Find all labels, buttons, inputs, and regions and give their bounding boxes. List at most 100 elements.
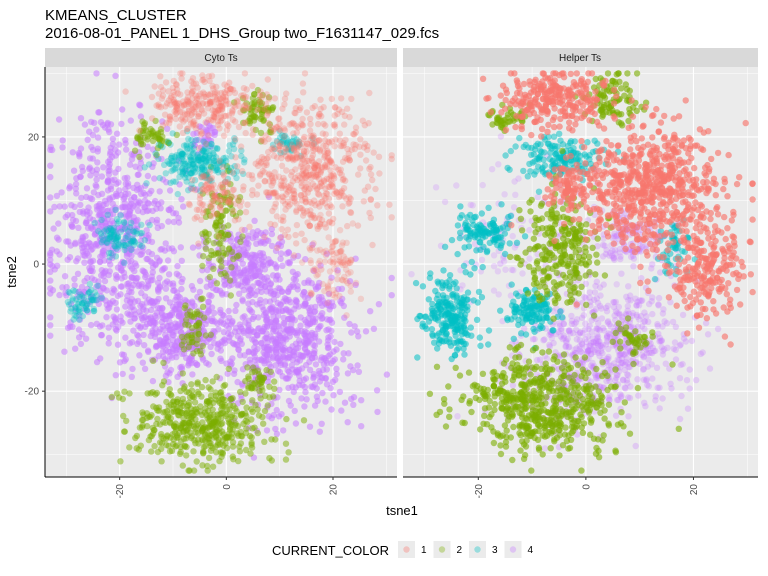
point-cluster-4: [130, 237, 137, 244]
point-cluster-4: [216, 287, 224, 294]
point-cluster-1: [333, 249, 340, 257]
point-cluster-1: [369, 176, 376, 184]
point-cluster-4: [526, 255, 533, 262]
point-cluster-4: [105, 257, 113, 265]
point-cluster-2: [153, 404, 160, 411]
point-cluster-2: [271, 385, 278, 392]
point-cluster-4: [237, 271, 244, 279]
point-cluster-4: [117, 313, 124, 320]
point-cluster-4: [47, 194, 54, 201]
point-cluster-2: [196, 311, 204, 319]
point-cluster-4: [301, 345, 309, 352]
point-cluster-2: [248, 441, 255, 448]
point-cluster-4: [66, 254, 74, 261]
point-cluster-3: [132, 227, 140, 234]
point-cluster-2: [226, 277, 234, 284]
point-cluster-4: [218, 357, 225, 365]
point-cluster-2: [249, 397, 256, 404]
point-cluster-4: [211, 309, 218, 317]
point-cluster-4: [100, 242, 107, 249]
point-cluster-4: [432, 184, 440, 191]
point-cluster-2: [188, 381, 195, 388]
point-cluster-2: [236, 448, 244, 455]
point-cluster-1: [177, 91, 184, 98]
point-cluster-2: [251, 91, 258, 98]
point-cluster-4: [127, 117, 134, 124]
point-cluster-3: [152, 150, 159, 157]
point-cluster-1: [321, 220, 328, 228]
point-cluster-1: [299, 115, 306, 123]
point-cluster-2: [227, 396, 234, 403]
point-cluster-4: [255, 356, 262, 364]
point-cluster-4: [684, 405, 692, 412]
point-cluster-4: [124, 212, 132, 220]
point-cluster-4: [81, 288, 88, 296]
point-cluster-4: [623, 349, 630, 356]
point-cluster-1: [136, 127, 143, 134]
point-cluster-4: [88, 195, 96, 203]
point-cluster-4: [178, 285, 185, 293]
point-cluster-4: [408, 271, 415, 278]
point-cluster-4: [654, 322, 661, 330]
point-cluster-4: [649, 261, 656, 268]
point-cluster-1: [206, 168, 214, 176]
point-cluster-3: [73, 296, 80, 303]
point-cluster-4: [202, 320, 209, 328]
point-cluster-1: [355, 171, 362, 178]
point-cluster-1: [315, 260, 322, 267]
point-cluster-2: [232, 420, 239, 427]
point-cluster-2: [168, 409, 175, 416]
point-cluster-2: [221, 269, 228, 277]
point-cluster-4: [82, 335, 90, 342]
point-cluster-1: [262, 101, 270, 108]
point-cluster-4: [293, 345, 300, 352]
point-cluster-4: [509, 232, 516, 240]
point-cluster-4: [286, 258, 293, 266]
point-cluster-2: [285, 449, 292, 456]
point-cluster-4: [132, 163, 139, 170]
point-cluster-4: [88, 223, 95, 230]
point-cluster-4: [56, 291, 63, 299]
point-cluster-4: [250, 313, 258, 321]
point-cluster-1: [293, 154, 301, 161]
point-cluster-4: [165, 218, 172, 225]
point-cluster-1: [232, 103, 239, 110]
point-cluster-2: [218, 263, 225, 270]
point-cluster-4: [110, 249, 117, 256]
point-cluster-4: [161, 280, 169, 287]
point-cluster-4: [149, 276, 156, 284]
point-cluster-4: [128, 295, 136, 303]
point-cluster-1: [336, 130, 343, 137]
point-cluster-4: [145, 281, 152, 288]
point-cluster-2: [147, 413, 154, 421]
point-cluster-2: [179, 370, 186, 377]
point-cluster-4: [341, 399, 349, 406]
point-cluster-2: [182, 302, 189, 309]
point-cluster-1: [367, 196, 374, 203]
point-cluster-2: [206, 402, 214, 409]
point-cluster-1: [157, 83, 165, 91]
point-cluster-4: [640, 366, 647, 373]
point-cluster-4: [122, 334, 129, 341]
point-cluster-4: [144, 172, 152, 180]
point-cluster-4: [279, 262, 286, 269]
point-cluster-4: [126, 228, 133, 235]
point-cluster-4: [633, 302, 640, 309]
point-cluster-4: [84, 308, 92, 316]
point-cluster-3: [105, 249, 113, 257]
point-cluster-1: [376, 170, 383, 177]
point-cluster-4: [502, 266, 509, 273]
point-cluster-1: [324, 299, 331, 307]
point-cluster-2: [170, 436, 177, 443]
point-cluster-4: [94, 159, 101, 166]
point-cluster-1: [173, 109, 180, 117]
point-cluster-4: [290, 388, 297, 396]
point-cluster-2: [183, 435, 190, 442]
point-cluster-4: [273, 263, 280, 270]
point-cluster-2: [158, 445, 165, 453]
point-cluster-3: [95, 228, 102, 235]
point-cluster-3: [188, 136, 195, 144]
point-cluster-4: [282, 347, 289, 354]
point-cluster-2: [108, 393, 116, 401]
point-cluster-4: [149, 264, 157, 271]
